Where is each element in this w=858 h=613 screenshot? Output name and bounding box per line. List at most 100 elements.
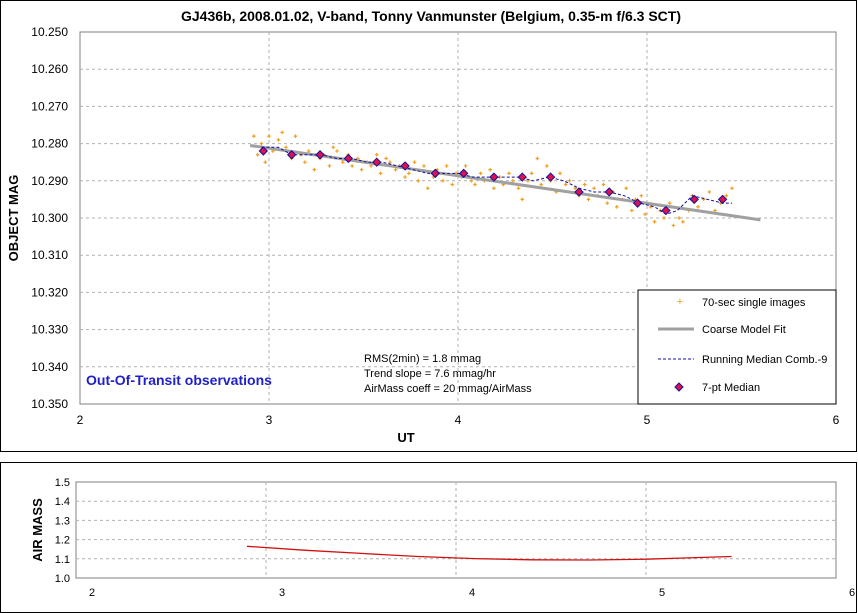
- top-x-tick-label: 2: [77, 413, 84, 427]
- single-image-point: [384, 156, 388, 161]
- single-image-point: [545, 164, 549, 168]
- seven-pt-median-point: [604, 187, 614, 197]
- single-image-point: [573, 186, 577, 191]
- top-y-tick-label: 10.300: [31, 211, 68, 225]
- single-image-point: [422, 164, 426, 168]
- bottom-x-tick-label: 2: [89, 587, 95, 599]
- running-median-line: [261, 146, 733, 215]
- single-image-point: [652, 219, 657, 224]
- single-image-point: [535, 156, 540, 161]
- top-x-tick-labels: 2 3 4 5 6: [77, 413, 840, 427]
- single-image-point: [605, 201, 610, 205]
- legend-label-model-fit: Coarse Model Fit: [702, 324, 786, 336]
- bottom-y-tick-label: 1.2: [55, 535, 70, 547]
- single-image-point: [331, 145, 336, 150]
- seven-pt-median-point: [400, 161, 410, 171]
- single-image-point: [492, 186, 496, 191]
- single-image-point: [529, 171, 534, 176]
- single-image-point: [507, 171, 511, 176]
- top-plot-area: 10.250 10.260 10.270 10.280 10.290 10.300 10.3…: [31, 25, 839, 427]
- air-mass-line: [246, 545, 732, 561]
- top-y-tick-label: 10.250: [31, 25, 68, 39]
- top-y-tick-label: 10.290: [31, 174, 68, 188]
- single-image-point: [473, 182, 477, 187]
- bottom-gridlines: [76, 482, 836, 578]
- bottom-x-tick-label: 4: [469, 587, 475, 599]
- single-image-point: [255, 152, 260, 157]
- single-image-point: [335, 149, 339, 153]
- single-image-point: [614, 205, 619, 209]
- single-image-point: [441, 179, 445, 183]
- seven-pt-median-point: [258, 146, 269, 156]
- single-image-point: [312, 167, 317, 172]
- bottom-x-tick-labels: 2 3 4 5 6: [89, 587, 855, 599]
- single-image-point: [359, 167, 364, 172]
- legend: + 70-sec single images Coarse Model Fit …: [637, 289, 837, 405]
- bottom-x-tick-label: 6: [849, 587, 855, 599]
- seven-pt-median-point: [689, 194, 699, 205]
- top-y-tick-labels: 10.250 10.260 10.270 10.280 10.290 10.300 10.3…: [31, 25, 68, 411]
- bottom-y-tick-label: 1.1: [55, 554, 70, 566]
- bottom-y-tick-label: 1.5: [55, 477, 70, 489]
- seven-pt-median-point: [517, 172, 527, 182]
- top-y-axis-label: OBJECT MAG: [6, 175, 21, 262]
- single-image-point: [586, 197, 591, 202]
- top-y-tick-label: 10.330: [31, 323, 68, 337]
- single-image-point: [696, 205, 700, 209]
- legend-symbol-single-images: +: [677, 296, 683, 308]
- top-x-tick-label: 3: [266, 413, 273, 427]
- seven-pt-median-point: [574, 187, 584, 197]
- single-image-point: [463, 164, 468, 168]
- single-image-point: [724, 193, 729, 198]
- single-image-point: [667, 201, 672, 205]
- top-x-tick-label: 6: [833, 413, 840, 427]
- bottom-x-tick-label: 5: [659, 587, 665, 599]
- top-y-tick-label: 10.260: [31, 62, 68, 76]
- single-image-point: [558, 171, 562, 176]
- single-image-point: [639, 193, 644, 198]
- single-image-point: [350, 164, 354, 168]
- seven-pt-median-point: [343, 153, 354, 164]
- single-image-point: [340, 160, 345, 164]
- top-y-tick-label: 10.310: [31, 248, 68, 262]
- single-image-point: [306, 149, 311, 153]
- legend-box: [637, 289, 837, 405]
- seven-pt-median-point: [717, 194, 728, 205]
- single-image-point: [276, 138, 281, 142]
- single-image-point: [681, 219, 685, 224]
- single-image-point: [511, 179, 515, 183]
- seven-pt-median-point: [315, 150, 325, 160]
- single-image-point: [478, 171, 483, 176]
- single-image-point: [280, 130, 285, 135]
- single-image-point: [444, 164, 449, 168]
- single-image-point: [601, 182, 606, 187]
- single-image-point: [378, 171, 383, 176]
- top-x-axis-label: UT: [397, 430, 414, 445]
- bottom-x-tick-label: 3: [279, 587, 285, 599]
- seven-pt-median-point: [286, 150, 297, 160]
- single-image-point: [374, 152, 379, 157]
- single-image-point: [582, 182, 587, 187]
- single-image-point: [671, 223, 676, 228]
- single-image-point: [707, 190, 712, 194]
- bottom-y-tick-labels: 1.0 1.1 1.2 1.3 1.4 1.5: [55, 477, 70, 585]
- single-image-point: [284, 145, 288, 150]
- stats-line-airmass: AirMass coeff = 20 mmag/AirMass: [364, 383, 532, 395]
- single-image-point: [369, 164, 373, 168]
- single-image-point: [469, 179, 474, 183]
- single-image-point: [416, 179, 421, 183]
- single-image-point: [263, 160, 268, 164]
- single-image-point: [567, 179, 572, 183]
- bottom-y-tick-label: 1.0: [55, 573, 70, 585]
- seven-pt-median-point: [372, 157, 382, 167]
- top-y-tick-label: 10.270: [31, 99, 68, 113]
- single-image-point: [407, 171, 411, 176]
- seven-pt-median-point: [489, 172, 499, 182]
- single-image-point: [539, 182, 543, 187]
- single-image-point: [303, 160, 307, 164]
- single-image-point: [425, 186, 430, 191]
- single-image-point: [630, 208, 634, 213]
- single-image-point: [252, 134, 256, 138]
- top-y-tick-label: 10.350: [31, 397, 68, 411]
- bottom-y-tick-label: 1.3: [55, 515, 70, 527]
